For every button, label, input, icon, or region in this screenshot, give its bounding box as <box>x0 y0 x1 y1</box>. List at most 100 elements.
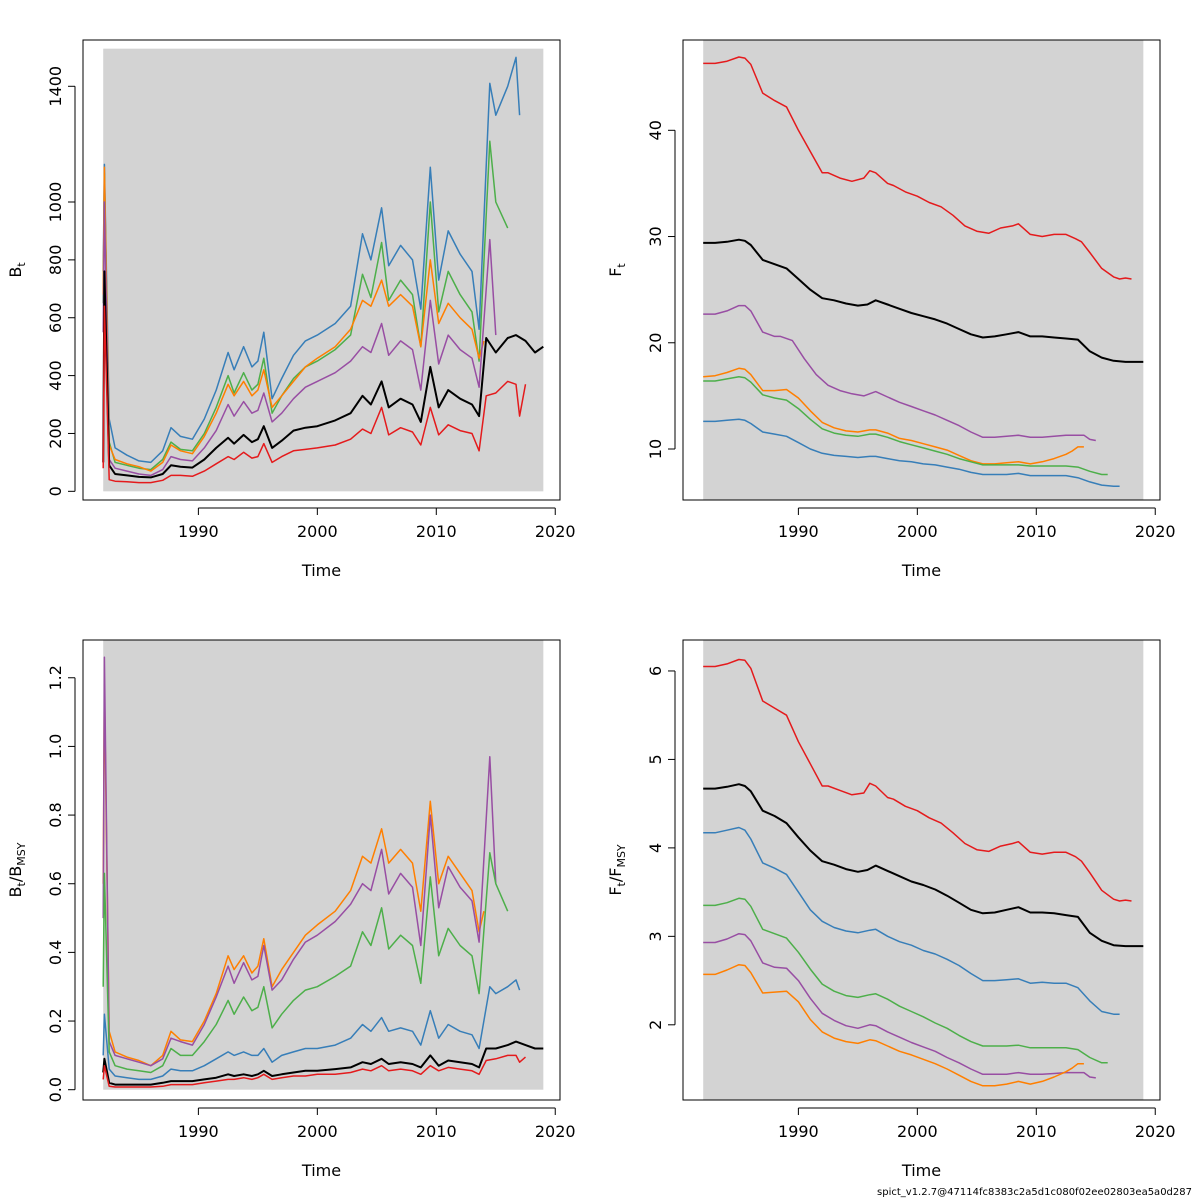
series-line-orange <box>703 367 1084 465</box>
y-tick-label: 20 <box>646 333 665 353</box>
y-axis: 2 3 4 5 6 <box>646 666 676 1030</box>
y-tick-label: 0.8 <box>46 802 65 827</box>
panel-biomass: 1990 2000 2010 2020 Time 0 200 400 600 800 1000 140… <box>6 39 576 580</box>
y-tick-label: 4 <box>646 843 665 853</box>
x-axis: 1990 2000 2010 2020 <box>778 1107 1176 1141</box>
plot-frame <box>682 39 1161 501</box>
y-axis: 0.0 0.2 0.4 0.6 0.8 1.0 1.2 <box>46 665 76 1102</box>
y-axis: 0 200 400 600 800 1000 1400 <box>46 66 76 496</box>
y-tick-label: 5 <box>646 754 665 764</box>
series-line-green <box>703 897 1108 1064</box>
y-label-mid: / <box>6 876 25 882</box>
y-tick-label: 600 <box>46 302 65 333</box>
x-axis: 1990 2000 2010 2020 <box>778 507 1176 541</box>
series-line-blue <box>703 826 1120 1015</box>
series-line-black <box>102 270 544 479</box>
y-label-sub: t <box>615 263 628 268</box>
series-line-blue <box>102 56 521 464</box>
x-tick-label: 2000 <box>897 1122 938 1141</box>
series-line-green <box>102 852 509 1074</box>
series-line-purple <box>703 932 1096 1079</box>
y-tick-label: 10 <box>646 439 665 459</box>
x-tick-label: 2020 <box>1135 522 1176 541</box>
y-axis-label: Bt/BMSY <box>6 842 28 897</box>
x-tick-label: 2000 <box>297 1122 338 1141</box>
x-tick-label: 2020 <box>535 522 576 541</box>
x-tick-label: 1990 <box>178 522 219 541</box>
x-axis-label: Time <box>901 1161 941 1180</box>
y-tick-label: 0.4 <box>46 940 65 965</box>
series-line-green <box>703 376 1108 476</box>
y-tick-label: 6 <box>646 666 665 676</box>
y-label-main: B <box>6 267 25 278</box>
y-axis-label: Ft/FMSY <box>606 844 628 896</box>
y-tick-label: 2 <box>646 1020 665 1030</box>
plot-frame <box>82 39 561 501</box>
series-line-orange <box>102 166 485 472</box>
x-tick-label: 2000 <box>297 522 338 541</box>
y-tick-label: 1.2 <box>46 665 65 690</box>
series-line-blue <box>703 418 1120 487</box>
x-axis-label: Time <box>901 561 941 580</box>
series-line-purple <box>703 304 1096 442</box>
panel-fishing-mortality: 1990 2000 2010 2020 Time 10 20 30 40 Ft <box>606 39 1176 580</box>
y-axis-label: Ft <box>606 263 628 277</box>
y-tick-label: 1400 <box>46 66 65 107</box>
confidence-band <box>103 48 544 492</box>
series-line-blue <box>102 979 521 1081</box>
x-tick-label: 2020 <box>535 1122 576 1141</box>
series-line-purple <box>102 201 497 477</box>
y-tick-label: 800 <box>46 245 65 276</box>
y-label-sub: t <box>615 881 628 886</box>
y-label-main: B <box>6 886 25 897</box>
version-footer: spict_v1.2.7@47114fc8383c2a5d1c080f02ee0… <box>877 1187 1192 1198</box>
x-tick-label: 2010 <box>416 522 457 541</box>
confidence-band <box>703 40 1144 500</box>
y-label-sub2: MSY <box>615 844 628 867</box>
series-line-green <box>102 140 509 471</box>
x-tick-label: 2010 <box>1016 522 1057 541</box>
y-label-main2: B <box>6 866 25 877</box>
y-label-sub: t <box>15 262 28 267</box>
series-line-purple <box>102 656 497 1067</box>
x-tick-label: 2010 <box>1016 1122 1057 1141</box>
y-axis-label: Bt <box>6 262 28 278</box>
confidence-band <box>703 640 1144 1100</box>
y-tick-label: 30 <box>646 226 665 246</box>
x-axis-label: Time <box>301 1161 341 1180</box>
y-tick-label: 1000 <box>46 182 65 223</box>
x-tick-label: 1990 <box>778 522 819 541</box>
y-tick-label: 400 <box>46 360 65 391</box>
series-line-red <box>703 56 1132 280</box>
x-tick-label: 2000 <box>897 522 938 541</box>
x-axis: 1990 2000 2010 2020 <box>178 507 576 541</box>
y-tick-label: 1.0 <box>46 734 65 759</box>
series-line-orange <box>102 683 485 1067</box>
series-line-black <box>703 238 1144 363</box>
panel-relative-biomass: 1990 2000 2010 2020 Time 0.0 0.2 0.4 0.6 0.8 1.0 1.… <box>6 639 576 1180</box>
y-axis: 10 20 30 40 <box>646 120 676 459</box>
y-tick-label: 0.6 <box>46 871 65 896</box>
y-tick-label: 0.2 <box>46 1008 65 1033</box>
y-tick-label: 0 <box>46 486 65 496</box>
y-tick-label: 200 <box>46 418 65 449</box>
series-line-red <box>703 658 1132 902</box>
series-line-red <box>102 305 527 484</box>
x-tick-label: 2010 <box>416 1122 457 1141</box>
y-label-main: F <box>606 268 625 277</box>
y-label-sub: t <box>15 881 28 886</box>
x-axis-label: Time <box>301 561 341 580</box>
plot-frame <box>82 639 561 1101</box>
y-label-sub2: MSY <box>15 842 28 865</box>
x-tick-label: 1990 <box>178 1122 219 1141</box>
y-tick-label: 3 <box>646 931 665 941</box>
x-axis: 1990 2000 2010 2020 <box>178 1107 576 1141</box>
y-label-main2: F <box>606 868 625 877</box>
plot-frame <box>682 639 1161 1101</box>
series-line-orange <box>703 963 1084 1087</box>
confidence-band <box>103 640 544 1090</box>
series-line-black <box>102 1040 544 1086</box>
y-label-main: F <box>606 886 625 895</box>
